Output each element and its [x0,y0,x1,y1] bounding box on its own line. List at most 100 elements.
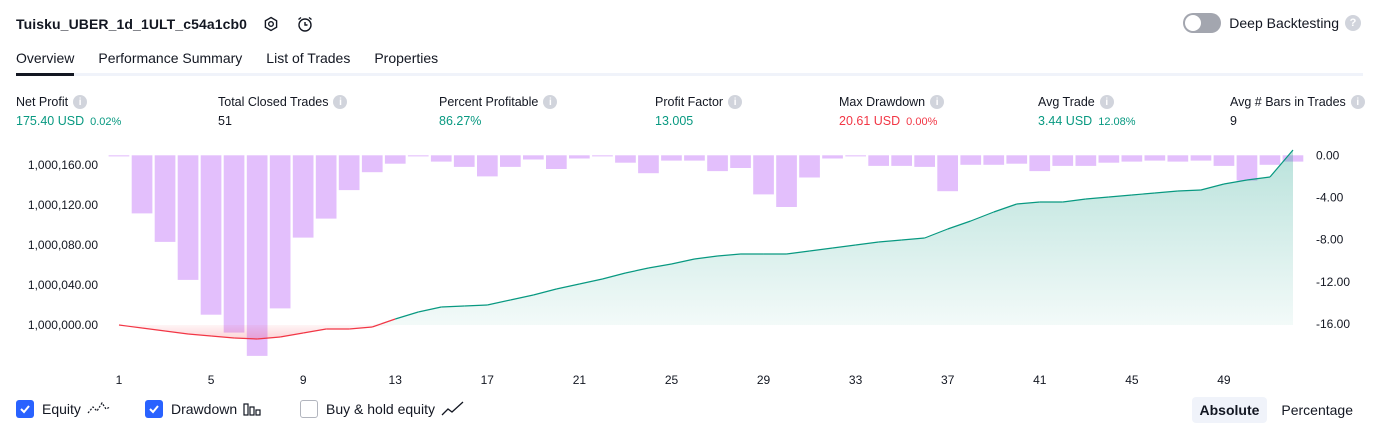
equity-line-segment [1177,189,1201,192]
x-axis-tick-label: 41 [1033,373,1047,387]
right-axis-tick-label: -8.00 [1316,233,1344,247]
metric-value: 20.61 USD [839,114,901,128]
metric-value: 51 [218,114,232,128]
deep-backtesting: Deep Backtesting ? [1183,13,1361,33]
equity-checkbox[interactable] [16,400,34,418]
legend-drawdown[interactable]: Drawdown [145,400,263,418]
metric-value: 175.40 USD [16,114,85,128]
metric-avg-trade: Avg Trade i 3.44 USD 12.08% [1038,94,1136,128]
drawdown-bar [108,155,130,157]
equity-line-segment [625,267,649,274]
left-axis-tick-label: 1,000,040.00 [28,278,98,292]
strategy-header: Tuisku_UBER_1d_1ULT_c54a1cb0 [16,12,315,36]
tab-list-of-trades[interactable]: List of Trades [266,50,351,66]
x-axis-tick-label: 5 [208,373,215,387]
x-axis-tick-label: 17 [481,373,495,387]
left-axis-tick-label: 1,000,160.00 [28,158,98,172]
equity-line-segment [1131,192,1155,196]
equity-line-segment [303,328,327,334]
tab-properties[interactable]: Properties [374,50,439,66]
drawdown-bar [1006,155,1028,164]
x-axis-ticks: 1 5 9 13 17 21 25 29 33 37 41 45 49 [116,373,1231,387]
equity-line-segment [1062,198,1086,203]
absolute-button[interactable]: Absolute [1191,397,1268,423]
drawdown-bar [615,155,636,163]
metric-net-profit: Net Profit i 175.40 USD 0.02% [16,94,121,128]
tab-bar: Overview Performance Summary List of Tra… [16,46,1363,76]
drawdown-bar [914,155,935,167]
left-axis-tick-label: 1,000,080.00 [28,238,98,252]
drawdown-bar [983,155,1005,165]
tab-performance-summary[interactable]: Performance Summary [98,50,243,66]
add-alert-icon[interactable] [295,14,315,34]
equity-line-segment [671,258,695,265]
equity-line-segment [1154,190,1178,194]
metric-value: 3.44 USD [1038,114,1093,128]
drawdown-bar [1098,155,1120,163]
drawdown-bar [592,155,613,157]
info-icon[interactable]: i [728,95,743,109]
equity-line-segment [188,333,212,337]
drawdown-bar [1075,155,1097,166]
metric-max-drawdown: Max Drawdown i 20.61 USD 0.00% [839,94,945,128]
equity-line-segment [648,263,672,269]
legend-buy-hold-equity[interactable]: Buy & hold equity [300,400,465,418]
equity-line-segment [556,283,580,290]
drawdown-bar [131,155,153,214]
x-axis-tick-label: 9 [300,373,307,387]
equity-line-icon [87,401,111,414]
legend-equity[interactable]: Equity [16,400,111,418]
equity-line-segment [1246,176,1271,181]
info-icon[interactable]: i [1099,95,1114,109]
help-icon[interactable]: ? [1345,15,1361,31]
x-axis-tick-label: 13 [389,373,403,387]
drawdown-bar [799,155,820,178]
equity-line-segment [280,332,304,338]
info-icon[interactable]: i [333,95,348,109]
buy-hold-checkbox[interactable] [300,400,318,418]
equity-drawdown-chart[interactable]: 1,000,160.00 1,000,120.00 1,000,080.00 1,00… [0,140,1379,390]
equity-line-segment [832,244,856,249]
percentage-button[interactable]: Percentage [1281,402,1353,418]
view-mode-switch: Absolute Percentage [1191,397,1362,423]
x-axis-tick-label: 37 [941,373,955,387]
drawdown-bar [361,155,383,173]
drawdown-bar [430,155,452,162]
metric-percent-profitable: Percent Profitable i 86.27% [439,94,558,128]
equity-line-segment [1085,196,1109,200]
drawdown-label: Drawdown [171,401,238,417]
x-axis-tick-label: 29 [757,373,771,387]
drawdown-bar [1167,155,1189,162]
drawdown-bar [292,155,314,238]
info-icon[interactable]: i [930,95,945,109]
tab-overview[interactable]: Overview [16,46,75,76]
equity-line-segment [602,272,626,280]
equity-line-segment [970,211,994,222]
drawdown-bar [500,155,521,167]
metric-value: 13.005 [655,114,694,128]
equity-line-segment [118,324,143,329]
info-icon[interactable]: i [543,95,558,109]
left-axis-tick-label: 1,000,120.00 [28,198,98,212]
drawdown-bar [523,155,544,160]
equity-line-segment [257,336,281,340]
equity-line-segment [1016,201,1040,205]
right-axis-tick-label: -4.00 [1316,191,1344,205]
info-icon[interactable]: i [1350,95,1365,109]
right-axis-tick-label: 0.00 [1316,148,1340,162]
deep-backtesting-toggle[interactable] [1183,13,1222,33]
equity-line-segment [993,203,1017,213]
equity-line-segment [717,253,741,257]
drawdown-bar [868,155,889,166]
toggle-knob [1185,15,1202,31]
metric-label: Percent Profitable [439,95,539,109]
drawdown-bar [753,155,774,195]
equity-line-segment [924,228,948,239]
drawdown-bar [223,155,245,333]
drawdown-bar [407,155,429,157]
info-icon[interactable]: i [73,95,88,109]
right-axis-tick-label: -16.00 [1316,317,1350,331]
drawdown-checkbox[interactable] [145,400,163,418]
drawdown-bar [269,155,291,309]
settings-icon[interactable] [261,14,281,34]
